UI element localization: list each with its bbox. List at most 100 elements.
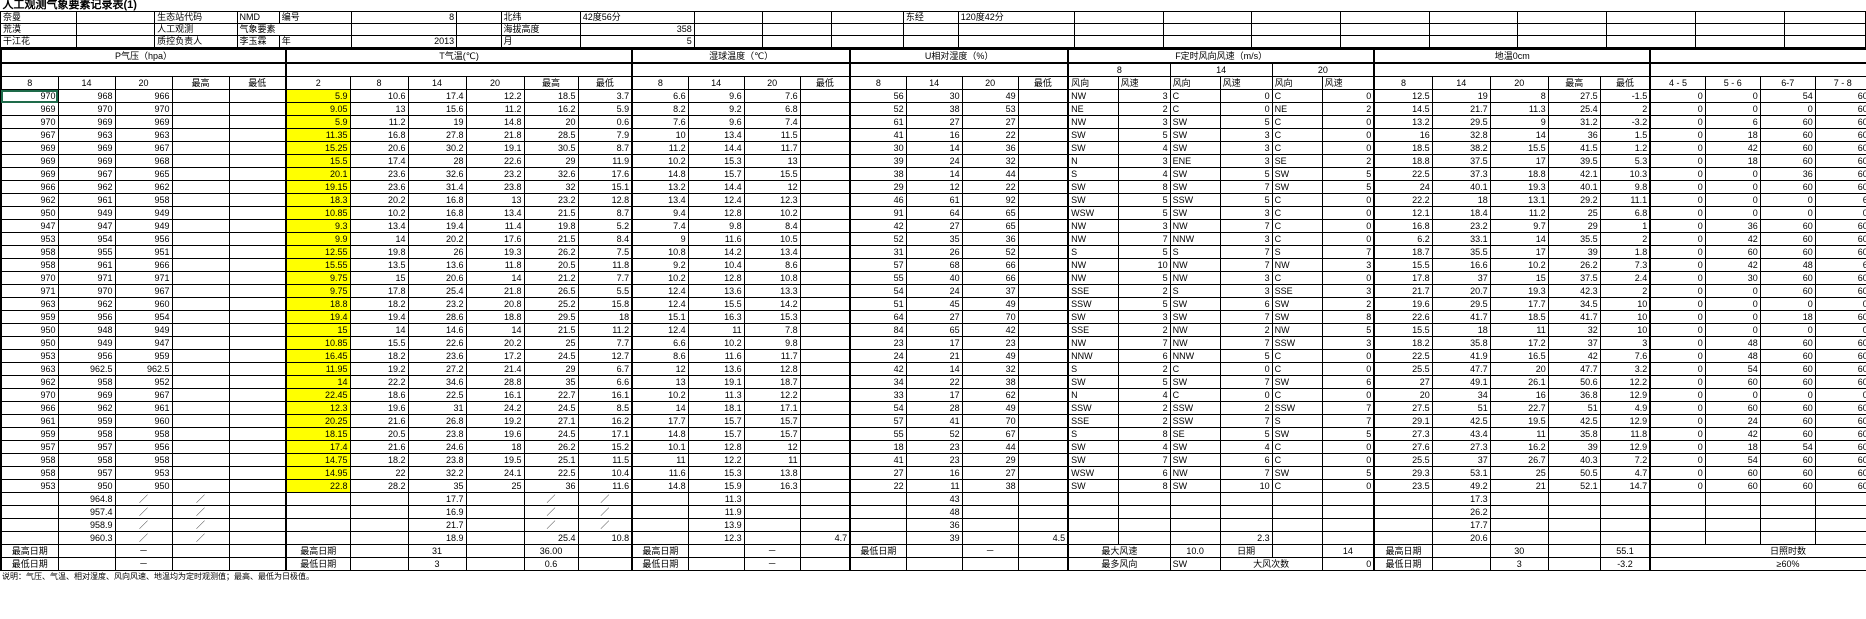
cell-pressure-4[interactable]: [228, 362, 287, 376]
cell-humidity-0[interactable]: 27: [849, 466, 907, 480]
sum-t-b2[interactable]: [465, 531, 525, 545]
cell-soil-3[interactable]: 39: [1547, 440, 1601, 454]
cell-wind-speed-5[interactable]: 0: [1321, 115, 1375, 129]
cell-airtemp-4[interactable]: 24.5: [523, 401, 579, 415]
max-wind-label[interactable]: 最大风速: [1067, 544, 1171, 558]
cell-pressure-0[interactable]: 969: [0, 154, 59, 168]
cell-airtemp-4[interactable]: 26.5: [523, 284, 579, 298]
cell-pressure-4[interactable]: [228, 193, 287, 207]
cell-wetbulb-3[interactable]: [799, 375, 851, 389]
cell-sun-2[interactable]: 36: [1759, 167, 1816, 181]
cell-airtemp-5[interactable]: 7.9: [577, 128, 633, 142]
cell-airtemp-4[interactable]: 24.5: [523, 427, 579, 441]
cell-wind-speed-1[interactable]: 4: [1117, 167, 1171, 181]
cell-wind-dir-0[interactable]: NW: [1067, 271, 1119, 285]
cell-soil-4[interactable]: 7.6: [1599, 349, 1651, 363]
cell-wetbulb-3[interactable]: [799, 362, 851, 376]
cell-pressure-0[interactable]: 958: [0, 453, 59, 467]
cell-wetbulb-2[interactable]: 11.7: [743, 141, 801, 155]
cell-airtemp-1[interactable]: 14: [349, 323, 409, 337]
cell-airtemp-5[interactable]: 8.7: [577, 141, 633, 155]
cell-wind-dir-0[interactable]: SSE: [1067, 323, 1119, 337]
cell-pressure-0[interactable]: 970: [0, 115, 59, 129]
cell-wetbulb-2[interactable]: 15.7: [743, 427, 801, 441]
cell-pressure-4[interactable]: [228, 128, 287, 142]
cell-pressure-2[interactable]: 962.5: [114, 362, 173, 376]
cell-wind-speed-3[interactable]: 3: [1219, 232, 1273, 246]
s-pad2[interactable]: [1547, 544, 1601, 558]
cell-soil-2[interactable]: 15.5: [1489, 141, 1549, 155]
cell-soil-1[interactable]: 49.2: [1431, 479, 1491, 493]
sun-hours-label[interactable]: 日照时数: [1649, 544, 1866, 558]
cell-pressure-4[interactable]: [228, 310, 287, 324]
cell-sun-3[interactable]: 60: [1814, 466, 1866, 480]
cell-wind-speed-5[interactable]: 5: [1321, 323, 1375, 337]
cell-pressure-3[interactable]: [171, 232, 230, 246]
cell-sun-2[interactable]: 0: [1759, 323, 1816, 337]
cell-wetbulb-3[interactable]: [799, 128, 851, 142]
cell-wind-dir-0[interactable]: WSW: [1067, 466, 1119, 480]
cell-soil-0[interactable]: 25.5: [1373, 362, 1433, 376]
cell-sun-3[interactable]: 0: [1814, 388, 1866, 402]
sum-s-b3[interactable]: [1599, 492, 1651, 506]
cell-soil-1[interactable]: 38.2: [1431, 141, 1491, 155]
cell-pressure-0[interactable]: 961: [0, 414, 59, 428]
w-min-date-value[interactable]: －: [743, 557, 801, 571]
cell-humidity-0[interactable]: 57: [849, 414, 907, 428]
cell-wetbulb-1[interactable]: 13.4: [687, 128, 745, 142]
cell-wetbulb-2[interactable]: 9.8: [743, 336, 801, 350]
cell-airtemp-2[interactable]: 14.6: [407, 323, 467, 337]
cell-soil-1[interactable]: 42.5: [1431, 414, 1491, 428]
cell-sun-1[interactable]: 24: [1704, 414, 1761, 428]
cell-humidity-3[interactable]: [1017, 271, 1069, 285]
cell-sun-0[interactable]: 0: [1649, 271, 1706, 285]
cell-wind-speed-3[interactable]: 7: [1219, 180, 1273, 194]
cell-airtemp-0[interactable]: 19.4: [285, 310, 351, 324]
cell-airtemp-2[interactable]: 28: [407, 154, 467, 168]
cell-humidity-0[interactable]: 52: [849, 102, 907, 116]
cell-wind-speed-1[interactable]: 7: [1117, 232, 1171, 246]
cell-pressure-2[interactable]: 949: [114, 206, 173, 220]
cell-pressure-2[interactable]: 958: [114, 453, 173, 467]
cell-wind-dir-2[interactable]: SSW: [1169, 414, 1221, 428]
cell-pressure-3[interactable]: [171, 102, 230, 116]
sum-s-b0[interactable]: [1373, 518, 1433, 532]
cell-humidity-1[interactable]: 45: [905, 297, 963, 311]
cell-pressure-1[interactable]: 961: [57, 258, 116, 272]
cell-wind-dir-4[interactable]: C: [1271, 206, 1323, 220]
cell-airtemp-1[interactable]: 17.4: [349, 154, 409, 168]
cell-soil-1[interactable]: 16.6: [1431, 258, 1491, 272]
cell-soil-0[interactable]: 22.5: [1373, 167, 1433, 181]
cell-soil-1[interactable]: 18.4: [1431, 206, 1491, 220]
cell-soil-2[interactable]: 17: [1489, 154, 1549, 168]
cell-pressure-1[interactable]: 954: [57, 232, 116, 246]
cell-wind-dir-4[interactable]: C: [1271, 388, 1323, 402]
cell-soil-0[interactable]: 27: [1373, 375, 1433, 389]
cell-wind-dir-0[interactable]: SW: [1067, 141, 1119, 155]
cell-soil-0[interactable]: 6.2: [1373, 232, 1433, 246]
cell-airtemp-5[interactable]: 5.9: [577, 102, 633, 116]
cell-soil-4[interactable]: 2: [1599, 102, 1651, 116]
cell-sun-2[interactable]: 0: [1759, 193, 1816, 207]
cell-wetbulb-0[interactable]: 13: [631, 375, 689, 389]
cell-wind-speed-3[interactable]: 4: [1219, 440, 1273, 454]
u2-pad3[interactable]: [1017, 557, 1069, 571]
sum-f-3[interactable]: 2.3: [1219, 531, 1273, 545]
cell-airtemp-5[interactable]: 17.6: [577, 167, 633, 181]
cell-humidity-1[interactable]: 22: [905, 375, 963, 389]
cell-wetbulb-3[interactable]: [799, 193, 851, 207]
cell-humidity-3[interactable]: [1017, 193, 1069, 207]
cell-pressure-4[interactable]: [228, 427, 287, 441]
cell-soil-3[interactable]: 50.6: [1547, 375, 1601, 389]
cell-sun-1[interactable]: 0: [1704, 388, 1761, 402]
cell-humidity-0[interactable]: 84: [849, 323, 907, 337]
cell-wetbulb-2[interactable]: 7.8: [743, 323, 801, 337]
cell-sun-3[interactable]: 60: [1814, 453, 1866, 467]
cell-sun-1[interactable]: 36: [1704, 219, 1761, 233]
cell-wind-speed-5[interactable]: 0: [1321, 362, 1375, 376]
cell-soil-0[interactable]: 19.6: [1373, 297, 1433, 311]
cell-sun-2[interactable]: 48: [1759, 258, 1816, 272]
cell-wetbulb-2[interactable]: 16.3: [743, 479, 801, 493]
cell-soil-1[interactable]: 37.5: [1431, 154, 1491, 168]
sun-note[interactable]: ≥60%: [1649, 557, 1866, 571]
